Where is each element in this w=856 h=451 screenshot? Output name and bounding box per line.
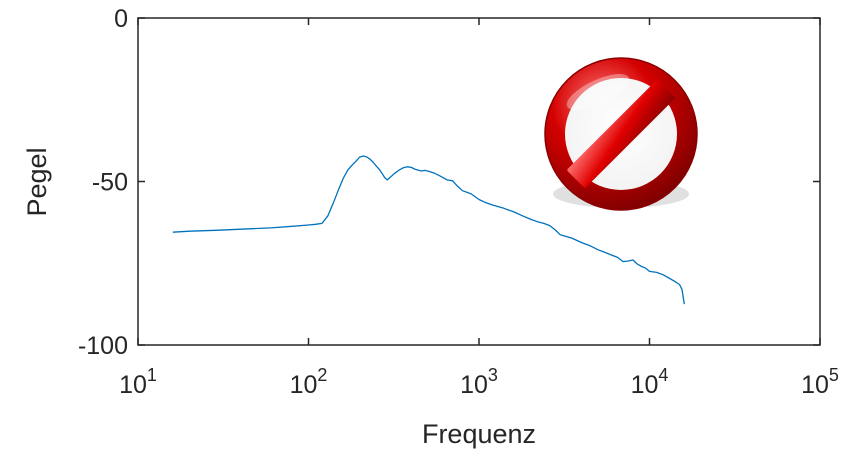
y-axis-title: Pegel: [22, 147, 52, 216]
x-axis-ticks: 101 102 103 104 105: [119, 18, 839, 399]
x-tick-label: 101: [119, 365, 157, 399]
x-tick-label: 104: [631, 365, 669, 399]
series-line: [172, 155, 685, 305]
x-tick-label: 105: [801, 365, 839, 399]
plot-frame: [137, 17, 821, 346]
x-tick-label: 103: [460, 365, 498, 399]
y-tick-label: -50: [92, 169, 128, 197]
x-tick-label: 102: [290, 365, 328, 399]
prohibited-icon: [544, 57, 698, 211]
x-axis-title: Frequenz: [422, 419, 536, 449]
y-tick-label: -100: [78, 332, 128, 360]
y-tick-label: 0: [114, 5, 128, 33]
y-axis-ticks: 0 -50 -100: [78, 5, 820, 360]
